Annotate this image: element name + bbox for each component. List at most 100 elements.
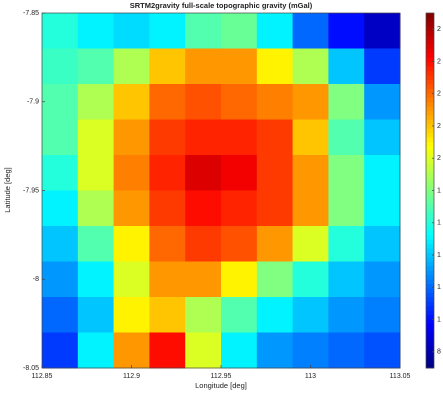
colorbar-segment <box>426 21 434 27</box>
heat-cell <box>221 13 258 49</box>
heat-cell <box>328 119 365 156</box>
heat-cell <box>256 13 294 49</box>
heat-cell <box>292 84 329 120</box>
heat-cell <box>256 190 294 227</box>
colorbar-segment <box>426 88 434 94</box>
heat-cell <box>77 13 115 49</box>
heat-cell <box>77 84 115 120</box>
heat-cell <box>221 332 258 369</box>
colorbar-segment <box>426 137 434 143</box>
colorbar-segment <box>426 48 434 54</box>
colorbar-segment <box>426 39 434 45</box>
heat-cell <box>113 297 150 333</box>
colorbar-segment <box>426 217 434 222</box>
colorbar-segment <box>426 13 434 18</box>
y-tick-label: -7.85 <box>23 10 39 17</box>
colorbar-tick-label: 8 <box>437 349 441 356</box>
colorbar-segment <box>426 123 434 129</box>
heat-cell <box>256 119 294 156</box>
colorbar-segment <box>426 66 434 72</box>
colorbar-segment <box>426 70 434 76</box>
heat-cell <box>113 261 150 298</box>
heat-cell <box>328 84 365 120</box>
heat-cell <box>113 226 150 262</box>
colorbar-segment <box>426 190 434 196</box>
colorbar-segment <box>426 345 434 351</box>
colorbar-segment <box>426 186 434 191</box>
colorbar-segment <box>426 61 434 67</box>
heat-cell <box>149 226 186 262</box>
heat-cell <box>77 119 115 156</box>
colorbar-tick-label: 1 <box>437 187 441 194</box>
heat-cell <box>149 297 186 333</box>
heat-cell <box>256 48 294 85</box>
colorbar-segment <box>426 199 434 205</box>
chart-title: SRTM2gravity full-scale topographic grav… <box>130 1 313 10</box>
heat-cell <box>364 48 401 85</box>
colorbar-tick-label: 2 <box>437 58 441 65</box>
heat-cell <box>149 48 186 85</box>
colorbar-segment <box>426 341 434 347</box>
colorbar-segment <box>426 44 434 49</box>
colorbar-segment <box>426 52 434 58</box>
heat-cell <box>149 155 186 191</box>
colorbar-tick-label: 1 <box>437 284 441 291</box>
heat-cell <box>149 84 186 120</box>
colorbar-segment <box>426 288 434 293</box>
colorbar-segment <box>426 292 434 298</box>
colorbar-segment <box>426 319 434 325</box>
heat-cell <box>185 48 222 85</box>
colorbar-segment <box>426 101 434 107</box>
heat-cell <box>42 155 79 191</box>
colorbar-tick-label: 1 <box>437 252 441 259</box>
colorbar-segment <box>426 323 434 329</box>
heat-cell <box>113 119 150 156</box>
colorbar-segment <box>426 314 434 320</box>
colorbar-segment <box>426 163 434 169</box>
heat-cell <box>221 155 258 191</box>
colorbar-segment <box>426 208 434 214</box>
colorbar-segment <box>426 177 434 183</box>
colorbar-segment <box>426 92 434 98</box>
heat-cell <box>77 332 115 369</box>
heat-cell <box>328 190 365 227</box>
colorbar-segment <box>426 297 434 302</box>
colorbar-segment <box>426 248 434 254</box>
colorbar-segment <box>426 350 434 356</box>
heat-cell <box>328 13 365 49</box>
heat-cell <box>185 261 222 298</box>
heat-cell <box>42 48 79 85</box>
heat-cell <box>364 155 401 191</box>
heat-cell <box>292 13 329 49</box>
colorbar-segment <box>426 97 434 103</box>
colorbar-segment <box>426 332 434 338</box>
colorbar-tick-label: 1 <box>437 316 441 323</box>
x-tick-label: 112.95 <box>211 373 232 380</box>
heat-cell <box>328 155 365 191</box>
heat-cell <box>77 48 115 85</box>
heat-cell <box>221 226 258 262</box>
heat-cell <box>328 332 365 369</box>
heat-cell <box>42 84 79 120</box>
colorbar-segment <box>426 212 434 218</box>
heat-cell <box>256 297 294 333</box>
heat-cell <box>113 190 150 227</box>
colorbar-segment <box>426 194 434 200</box>
x-tick-label: 112.85 <box>32 373 53 380</box>
colorbar-segment <box>426 30 434 36</box>
colorbar-segment <box>426 301 434 307</box>
colorbar-segment <box>426 261 434 267</box>
colorbar-segment <box>426 172 434 178</box>
colorbar-segment <box>426 181 434 187</box>
colorbar-tick-label: 2 <box>437 155 441 162</box>
heat-cell <box>42 13 79 49</box>
colorbar-segment <box>426 221 434 227</box>
colorbar-segment <box>426 239 434 245</box>
y-tick-label: -8 <box>33 276 39 283</box>
heat-cell <box>292 190 329 227</box>
colorbar-segment <box>426 79 434 85</box>
heat-cell <box>221 119 258 156</box>
heat-cell <box>185 155 222 191</box>
heat-cell <box>185 297 222 333</box>
